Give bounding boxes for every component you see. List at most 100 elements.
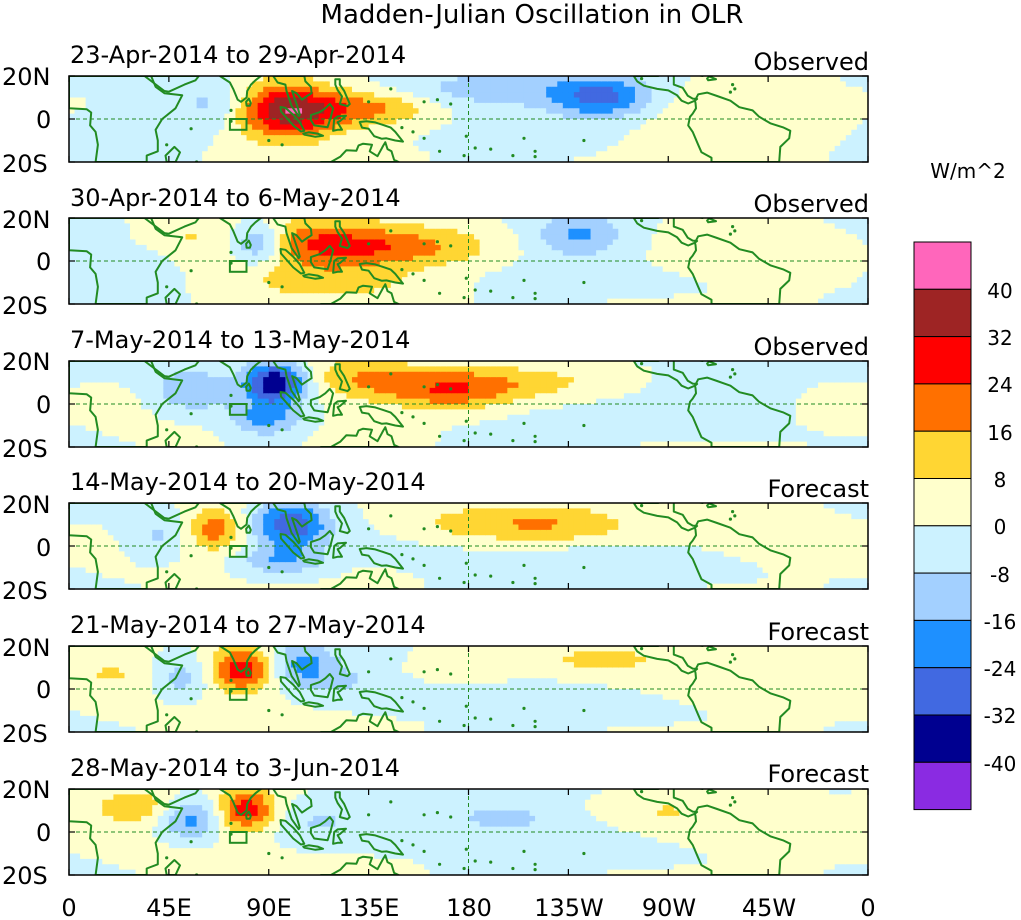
anomaly-cell — [124, 293, 131, 300]
anomaly-cell — [257, 145, 264, 152]
anomaly-cell — [307, 135, 314, 142]
anomaly-cell — [612, 145, 619, 152]
anomaly-cell — [551, 223, 558, 230]
anomaly-cell — [246, 293, 253, 300]
anomaly-cell — [357, 145, 364, 152]
anomaly-cell — [562, 244, 569, 251]
anomaly-cell — [845, 266, 852, 273]
anomaly-cell — [418, 271, 425, 278]
anomaly-cell — [562, 255, 569, 262]
anomaly-cell — [496, 135, 503, 142]
anomaly-cell — [812, 151, 819, 158]
anomaly-cell — [185, 135, 192, 142]
anomaly-cell — [573, 239, 581, 246]
anomaly-cell — [784, 108, 791, 115]
anomaly-cell — [712, 86, 719, 93]
anomaly-cell — [862, 282, 868, 289]
anomaly-cell — [274, 92, 281, 99]
anomaly-cell — [263, 239, 270, 246]
anomaly-cell — [518, 140, 525, 147]
anomaly-cell — [85, 234, 92, 241]
anomaly-cell — [263, 102, 270, 109]
anomaly-cell — [246, 113, 253, 120]
anomaly-cell — [751, 97, 758, 104]
anomaly-cell — [818, 218, 825, 224]
panel-1-label: Observed — [754, 48, 869, 76]
anomaly-cell — [529, 234, 536, 241]
anomaly-cell — [102, 97, 109, 104]
island — [435, 240, 439, 244]
anomaly-cell — [701, 129, 708, 136]
anomaly-cell — [573, 113, 581, 120]
anomaly-cell — [69, 234, 76, 241]
anomaly-cell — [451, 151, 458, 158]
anomaly-cell — [640, 140, 647, 147]
anomaly-cell — [268, 234, 275, 241]
anomaly-cell — [512, 86, 520, 93]
anomaly-cell — [324, 271, 331, 278]
anomaly-cell — [568, 86, 575, 93]
anomaly-cell — [385, 86, 392, 93]
anomaly-cell — [829, 151, 836, 158]
anomaly-cell — [124, 129, 131, 136]
anomaly-cell — [795, 218, 803, 224]
anomaly-cell — [302, 140, 309, 147]
anomaly-cell — [407, 250, 414, 257]
anomaly-cell — [823, 140, 830, 147]
anomaly-cell — [157, 223, 164, 230]
anomaly-cell — [585, 92, 592, 99]
anomaly-cell — [224, 228, 231, 235]
island — [400, 268, 404, 272]
anomaly-cell — [751, 282, 758, 289]
anomaly-cell — [96, 218, 103, 224]
anomaly-cell — [329, 76, 336, 82]
anomaly-cell — [307, 108, 314, 115]
anomaly-cell — [668, 92, 675, 99]
anomaly-cell — [290, 223, 298, 230]
anomaly-cell — [235, 92, 242, 99]
anomaly-cell — [646, 293, 653, 300]
coastline — [332, 114, 347, 132]
anomaly-cell — [374, 92, 381, 99]
anomaly-cell — [573, 250, 581, 257]
anomaly-cell — [507, 81, 514, 88]
anomaly-cell — [651, 282, 658, 289]
anomaly-cell — [512, 129, 520, 136]
anomaly-cell — [695, 277, 703, 284]
anomaly-cell — [862, 113, 868, 120]
anomaly-cell — [557, 140, 564, 147]
anomaly-cell — [523, 92, 531, 99]
anomaly-cell — [224, 81, 231, 88]
anomaly-cell — [102, 436, 109, 443]
anomaly-cell — [684, 218, 692, 224]
anomaly-cell — [118, 129, 126, 136]
anomaly-cell — [118, 92, 126, 99]
anomaly-cell — [279, 261, 286, 267]
anomaly-cell — [784, 156, 791, 162]
anomaly-cell — [757, 108, 764, 115]
anomaly-cell — [607, 81, 614, 88]
anomaly-cell — [546, 218, 553, 224]
anomaly-cell — [152, 102, 159, 109]
anomaly-cell — [590, 293, 597, 300]
anomaly-cell — [457, 234, 464, 241]
anomaly-cell — [829, 255, 836, 262]
anomaly-cell — [573, 108, 581, 115]
anomaly-cell — [368, 234, 375, 241]
anomaly-cell — [69, 92, 76, 99]
anomaly-cell — [213, 113, 220, 120]
anomaly-cell — [368, 223, 375, 230]
coastline — [218, 76, 262, 103]
anomaly-cell — [768, 76, 775, 82]
anomaly-cell — [640, 129, 647, 136]
anomaly-cell — [718, 124, 725, 131]
anomaly-cell — [468, 298, 475, 304]
anomaly-cell — [784, 151, 791, 158]
anomaly-cell — [540, 86, 547, 93]
anomaly-cell — [707, 239, 714, 246]
anomaly-cell — [435, 293, 442, 300]
anomaly-cell — [462, 244, 470, 251]
anomaly-cell — [374, 298, 381, 304]
anomaly-cell — [468, 81, 475, 88]
anomaly-cell — [634, 81, 642, 88]
